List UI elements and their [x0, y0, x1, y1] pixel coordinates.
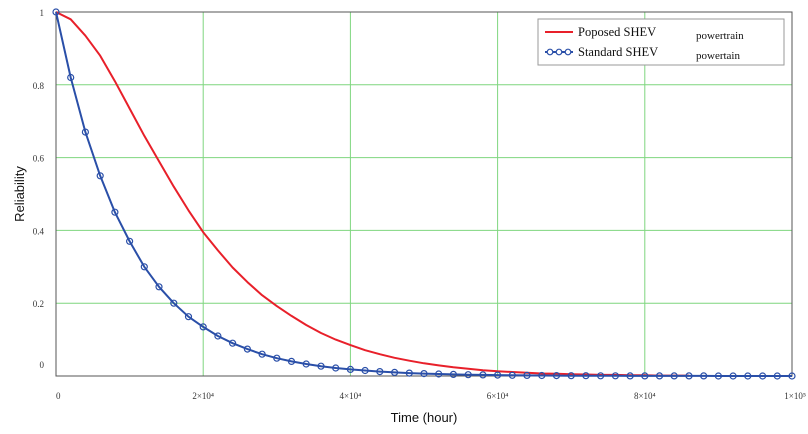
data-point-standard: [685, 372, 693, 380]
data-point-standard: [523, 371, 531, 379]
data-point-standard: [714, 372, 723, 380]
data-point-standard: [744, 372, 752, 380]
data-point-standard: [67, 73, 75, 82]
y-tick-label: 0.2: [33, 299, 44, 309]
legend-marker-standard-1: [546, 48, 554, 56]
x-tick-label: 8×10⁴: [634, 391, 656, 401]
data-point-standard: [140, 263, 148, 271]
data-point-standard: [258, 350, 266, 358]
legend: Poposed SHEV powertrain Standard SHEV po…: [537, 18, 785, 66]
data-point-standard: [700, 372, 708, 380]
x-tick-label: 2×10⁴: [192, 391, 214, 401]
data-point-standard: [184, 313, 193, 321]
data-point-standard: [405, 369, 413, 377]
data-point-standard: [111, 208, 119, 216]
legend-label-standard: Standard SHEV: [578, 45, 658, 59]
data-point-standard: [302, 360, 310, 368]
data-point-standard: [479, 371, 487, 379]
data-point-standard: [788, 372, 796, 380]
data-point-standard: [81, 128, 90, 136]
data-point-standard: [552, 372, 561, 380]
data-point-standard: [567, 372, 575, 380]
x-tick-label: 6×10⁴: [487, 391, 509, 401]
data-point-standard: [464, 371, 472, 379]
data-point-standard: [243, 345, 251, 353]
data-point-standard: [199, 323, 207, 331]
data-point-standard: [449, 370, 457, 378]
data-point-standard: [508, 371, 516, 379]
x-tick-label: 1×10⁵: [784, 391, 806, 401]
data-point-standard: [287, 357, 296, 365]
y-tick-label: 0: [40, 360, 45, 370]
data-point-standard: [626, 372, 634, 380]
legend-marker-standard-2: [555, 48, 563, 56]
data-point-standard: [758, 372, 767, 380]
series-layer: [52, 8, 796, 380]
data-point-standard: [420, 370, 428, 378]
data-point-standard: [435, 370, 443, 378]
legend-box: [537, 18, 785, 66]
legend-label-proposed: Poposed SHEV: [578, 25, 656, 39]
data-point-standard: [229, 339, 237, 347]
y-tick-label: 0.4: [33, 226, 45, 236]
data-point-standard: [611, 372, 620, 380]
y-tick-labels: 0 0.2 0.4 0.6 0.8 1: [33, 8, 45, 370]
plot-area: [56, 12, 792, 376]
y-tick-label: 0.8: [33, 81, 45, 91]
series-line-standard: [55, 11, 792, 377]
legend-marker-standard-3: [564, 48, 572, 56]
plot-frame: [55, 11, 793, 377]
data-point-standard: [655, 372, 664, 380]
data-point-standard: [376, 368, 384, 376]
data-point-standard: [52, 8, 60, 16]
data-point-standard: [641, 372, 649, 380]
y-axis-title: Reliability: [12, 166, 27, 222]
legend-suffix-standard: powertain: [696, 50, 740, 62]
data-point-standard: [332, 364, 340, 372]
data-point-standard: [155, 283, 163, 291]
data-point-standard: [317, 362, 325, 370]
data-point-standard: [773, 372, 781, 380]
data-point-standard: [96, 172, 104, 180]
data-point-standard: [582, 372, 590, 380]
x-tick-label: 0: [56, 391, 61, 401]
y-tick-label: 0.6: [33, 154, 45, 164]
x-tick-labels: 0 2×10⁴ 4×10⁴ 6×10⁴ 8×10⁴ 1×10⁵: [56, 391, 806, 401]
x-tick-label: 4×10⁴: [340, 391, 362, 401]
legend-suffix-proposed: powertrain: [696, 30, 744, 42]
data-point-standard: [273, 354, 281, 362]
x-axis-title: Time (hour): [391, 410, 458, 425]
y-tick-label: 1: [40, 8, 45, 18]
data-point-standard: [126, 237, 134, 245]
data-point-standard: [729, 372, 737, 380]
data-point-standard: [214, 332, 222, 340]
data-point-standard: [346, 365, 354, 373]
data-point-standard: [538, 371, 546, 380]
data-point-standard: [670, 372, 678, 380]
data-point-standard: [361, 366, 369, 375]
data-point-standard: [494, 371, 502, 379]
data-point-standard: [596, 372, 605, 380]
data-point-standard: [170, 299, 178, 307]
data-point-standard: [391, 368, 399, 376]
